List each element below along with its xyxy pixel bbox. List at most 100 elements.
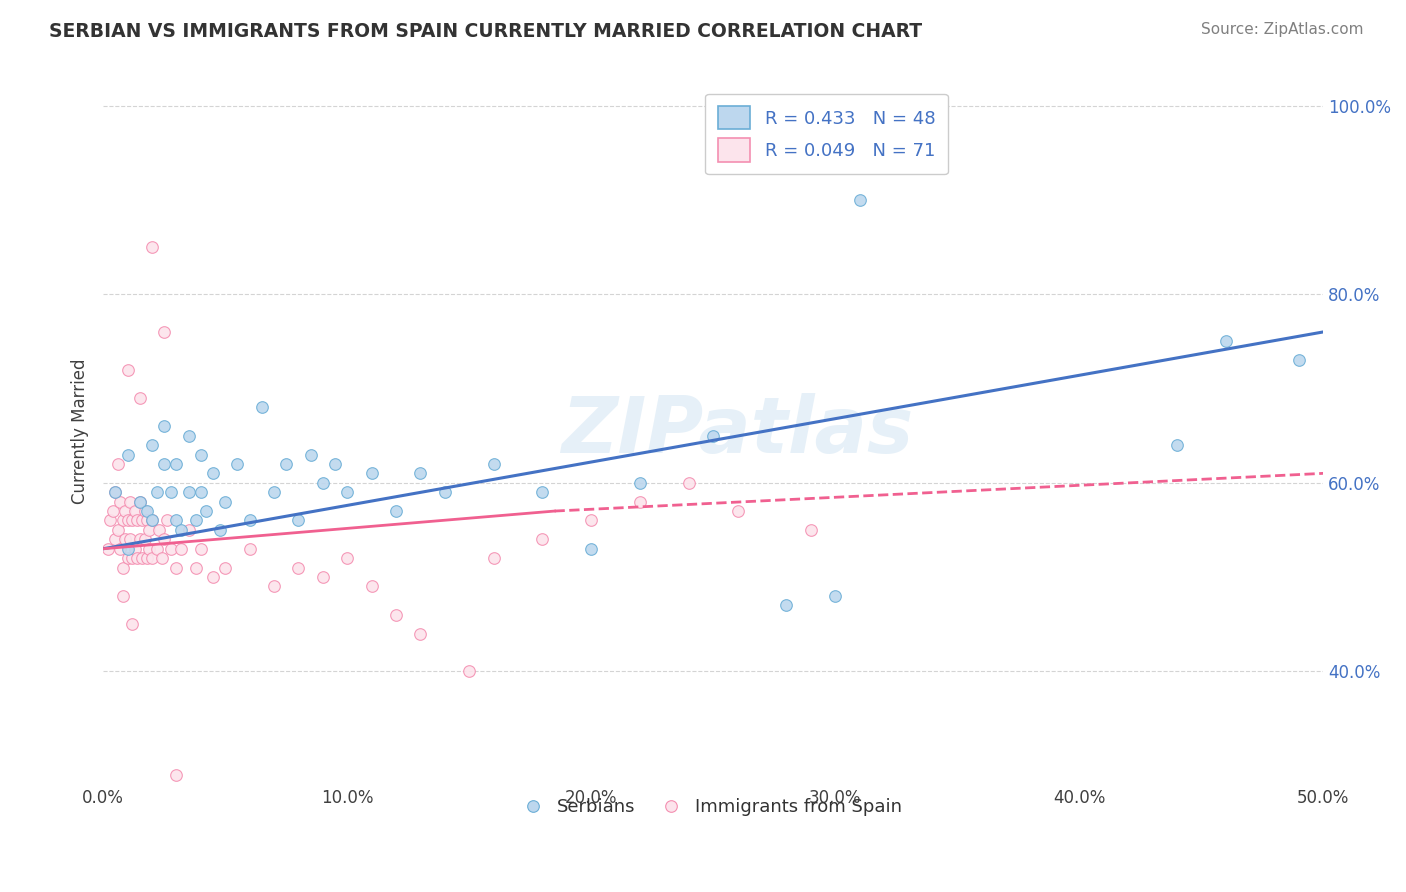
Point <box>190 541 212 556</box>
Point <box>131 551 153 566</box>
Point <box>190 485 212 500</box>
Point <box>312 475 335 490</box>
Point <box>117 551 139 566</box>
Point <box>104 485 127 500</box>
Point <box>117 448 139 462</box>
Point <box>800 523 823 537</box>
Point <box>131 514 153 528</box>
Point <box>170 523 193 537</box>
Point <box>360 467 382 481</box>
Point <box>433 485 456 500</box>
Point <box>128 494 150 508</box>
Point <box>136 504 159 518</box>
Point <box>134 504 156 518</box>
Point <box>153 457 176 471</box>
Point <box>628 475 651 490</box>
Point <box>678 475 700 490</box>
Point <box>1288 353 1310 368</box>
Point <box>124 504 146 518</box>
Point <box>276 457 298 471</box>
Point <box>184 514 207 528</box>
Point <box>136 514 159 528</box>
Point <box>165 514 187 528</box>
Point <box>104 533 127 547</box>
Point <box>165 560 187 574</box>
Point <box>238 514 260 528</box>
Point <box>336 551 359 566</box>
Point <box>127 514 149 528</box>
Point <box>336 485 359 500</box>
Point <box>190 448 212 462</box>
Point <box>146 541 169 556</box>
Point <box>323 457 346 471</box>
Point <box>117 514 139 528</box>
Point <box>121 514 143 528</box>
Point <box>101 504 124 518</box>
Point <box>201 570 224 584</box>
Point <box>127 551 149 566</box>
Point <box>385 504 408 518</box>
Point <box>138 541 160 556</box>
Point <box>482 551 505 566</box>
Point <box>628 494 651 508</box>
Point <box>153 325 176 339</box>
Point <box>385 607 408 622</box>
Point <box>165 457 187 471</box>
Point <box>153 533 176 547</box>
Point <box>160 485 183 500</box>
Text: Source: ZipAtlas.com: Source: ZipAtlas.com <box>1201 22 1364 37</box>
Point <box>146 485 169 500</box>
Point <box>702 428 724 442</box>
Point <box>531 485 554 500</box>
Point <box>531 533 554 547</box>
Point <box>111 589 134 603</box>
Point <box>108 494 131 508</box>
Point <box>824 589 846 603</box>
Point <box>107 523 129 537</box>
Point <box>177 523 200 537</box>
Point <box>107 457 129 471</box>
Point <box>118 494 141 508</box>
Point <box>155 514 177 528</box>
Point <box>124 541 146 556</box>
Point <box>201 467 224 481</box>
Point <box>482 457 505 471</box>
Point <box>579 514 602 528</box>
Point <box>111 514 134 528</box>
Point <box>727 504 749 518</box>
Point <box>117 362 139 376</box>
Y-axis label: Currently Married: Currently Married <box>72 359 89 504</box>
Point <box>128 533 150 547</box>
Point <box>136 551 159 566</box>
Point <box>100 514 122 528</box>
Point <box>121 551 143 566</box>
Point <box>150 551 173 566</box>
Point <box>128 391 150 405</box>
Point <box>148 523 170 537</box>
Point <box>250 401 273 415</box>
Point <box>263 579 285 593</box>
Legend: Serbians, Immigrants from Spain: Serbians, Immigrants from Spain <box>516 789 911 825</box>
Point <box>141 438 163 452</box>
Point <box>214 560 236 574</box>
Point <box>121 617 143 632</box>
Point <box>165 768 187 782</box>
Point <box>114 533 136 547</box>
Point <box>138 523 160 537</box>
Point <box>141 514 163 528</box>
Point <box>287 514 309 528</box>
Point <box>117 541 139 556</box>
Point <box>153 419 176 434</box>
Point <box>1166 438 1188 452</box>
Point <box>184 560 207 574</box>
Point <box>287 560 309 574</box>
Point <box>141 240 163 254</box>
Point <box>775 599 797 613</box>
Point <box>194 504 217 518</box>
Point <box>118 533 141 547</box>
Point <box>128 494 150 508</box>
Point <box>1215 334 1237 349</box>
Point <box>360 579 382 593</box>
Point <box>114 504 136 518</box>
Point <box>141 514 163 528</box>
